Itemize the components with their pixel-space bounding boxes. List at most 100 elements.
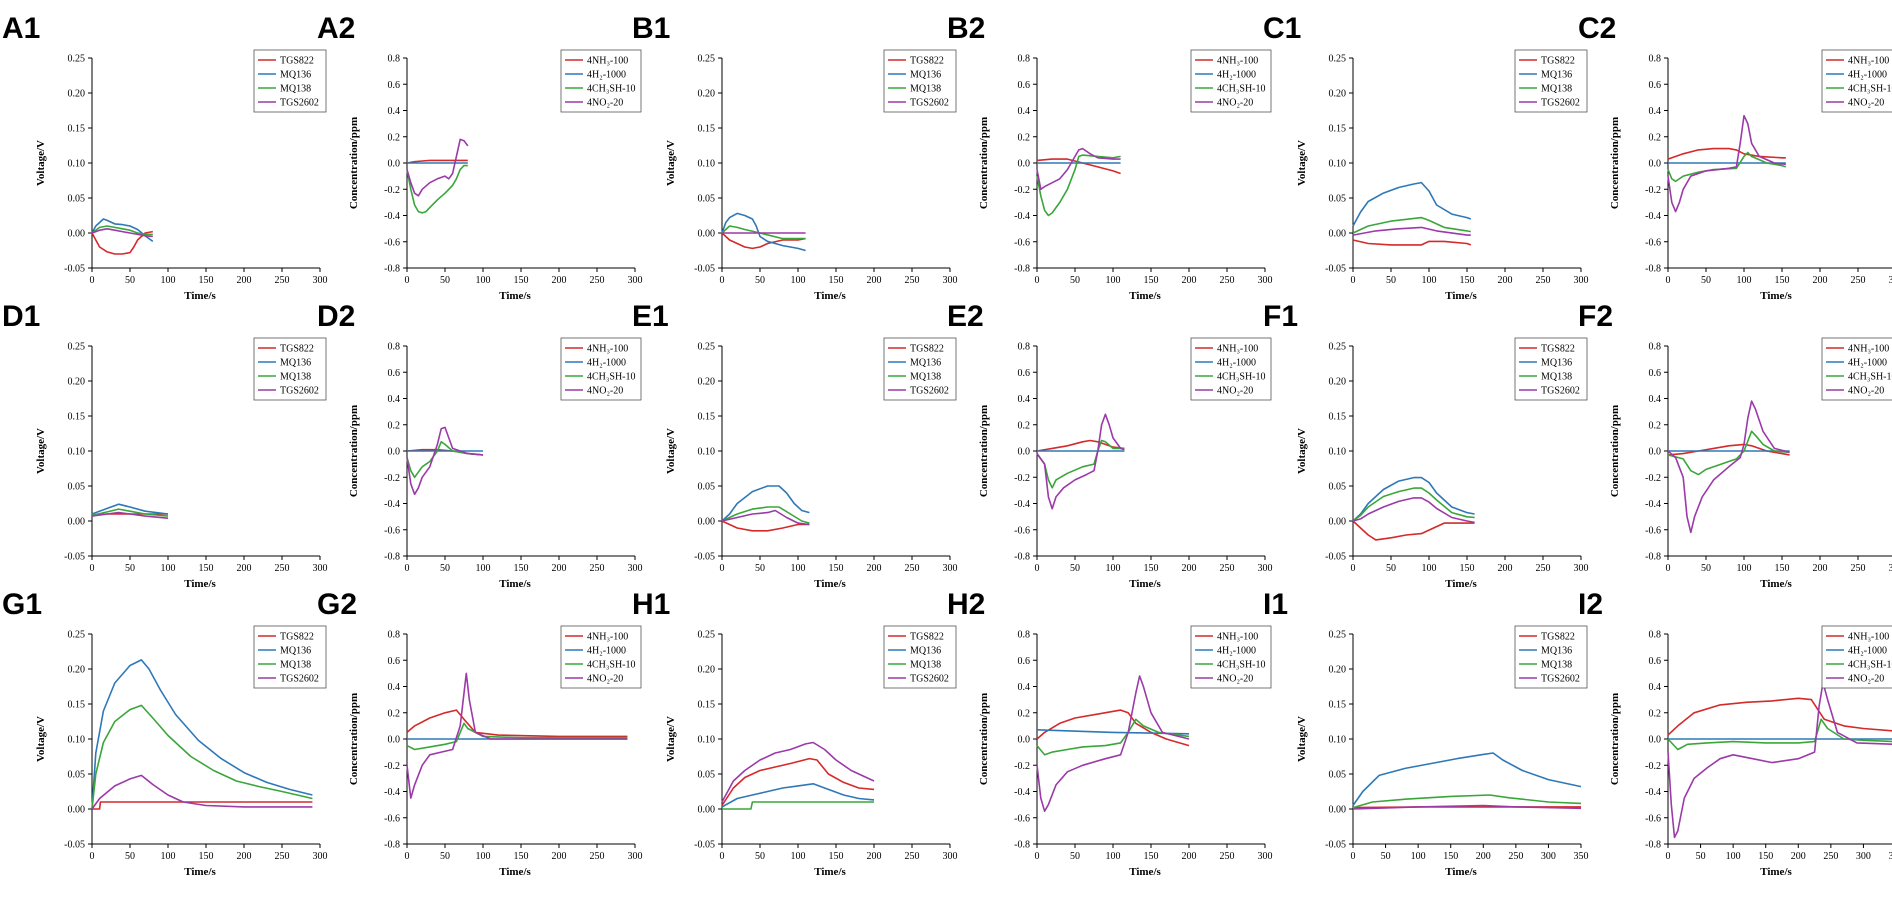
x-tick-label: 300	[1889, 275, 1892, 286]
panel-label: E2	[947, 300, 984, 333]
legend-label: 4NH₃-100	[587, 56, 628, 67]
panel-C1: C1 0 50 100 150 200 250 300 -0.05 0.00 0.05 0.10 0.1…	[1263, 12, 1589, 302]
x-tick-label: 50	[440, 563, 450, 574]
legend-label: MQ138	[1541, 84, 1572, 95]
y-tick-label: 0.15	[698, 412, 716, 423]
series-line-red	[92, 801, 313, 810]
series-line-red	[1352, 520, 1475, 541]
y-tick-label: 0.0	[1018, 159, 1031, 170]
y-tick-label: 0.4	[1649, 682, 1662, 693]
y-tick-label: -0.2	[1014, 185, 1030, 196]
x-tick-label: 200	[237, 563, 252, 574]
y-tick-label: 0.20	[1329, 665, 1347, 676]
x-tick-label: 250	[1536, 563, 1551, 574]
x-tick-label: 150	[1460, 563, 1475, 574]
y-tick-label: 0.10	[1329, 159, 1347, 170]
series-line-purple	[406, 138, 469, 197]
x-tick-label: 200	[237, 275, 252, 286]
legend-label: MQ138	[280, 372, 311, 383]
y-tick-label: 0.2	[1649, 708, 1662, 719]
panel-label: B1	[632, 12, 670, 45]
x-tick-label: 150	[1775, 563, 1790, 574]
x-tick-label: 0	[1351, 851, 1356, 862]
x-tick-label: 300	[1258, 563, 1273, 574]
x-tick-label: 150	[199, 851, 214, 862]
legend-label: 4CH₃SH-10	[1217, 372, 1266, 383]
panel-label: C2	[1578, 12, 1616, 45]
x-tick-label: 250	[905, 851, 920, 862]
series-line-red	[721, 520, 810, 532]
y-tick-label: -0.2	[1014, 761, 1030, 772]
x-axis-title: Time/s	[1760, 866, 1792, 878]
x-tick-label: 200	[1498, 563, 1513, 574]
y-tick-label: -0.05	[64, 264, 85, 275]
y-tick-label: -0.6	[1645, 813, 1661, 824]
x-tick-label: 150	[199, 275, 214, 286]
y-tick-label: -0.2	[1014, 473, 1030, 484]
x-axis-title: Time/s	[1760, 578, 1792, 590]
legend-label: MQ136	[1541, 70, 1572, 81]
series-line-purple	[91, 511, 169, 519]
panel-label: I2	[1578, 588, 1603, 621]
series-line-red	[91, 230, 153, 255]
series-line-green	[406, 722, 628, 751]
x-tick-label: 0	[90, 851, 95, 862]
legend-label: 4CH₃SH-10	[587, 660, 636, 671]
legend-label: MQ138	[910, 84, 941, 95]
y-tick-label: -0.8	[1645, 552, 1661, 563]
y-tick-label: 0.2	[1018, 132, 1031, 143]
x-tick-label: 250	[1851, 563, 1866, 574]
legend-label: MQ138	[910, 372, 941, 383]
x-tick-label: 300	[628, 563, 643, 574]
x-tick-label: 50	[1386, 275, 1396, 286]
x-tick-label: 100	[161, 851, 176, 862]
y-tick-label: 0.4	[1649, 394, 1662, 405]
legend-label: TGS2602	[910, 386, 949, 397]
y-tick-label: -0.4	[1014, 787, 1030, 798]
series-line-purple	[721, 509, 810, 526]
series-line-green	[722, 801, 874, 810]
x-tick-label: 50	[1701, 563, 1711, 574]
legend-label: MQ138	[1541, 660, 1572, 671]
legend-label: 4H₂-1000	[1848, 646, 1887, 657]
x-tick-label: 150	[1775, 275, 1790, 286]
y-tick-label: 0.2	[388, 708, 401, 719]
series-line-purple	[1352, 226, 1471, 236]
legend-label: MQ138	[280, 84, 311, 95]
x-tick-label: 0	[1035, 851, 1040, 862]
x-tick-label: 0	[1351, 563, 1356, 574]
x-tick-label: 150	[829, 275, 844, 286]
x-tick-label: 300	[628, 275, 643, 286]
x-tick-label: 100	[1737, 275, 1752, 286]
x-tick-label: 100	[1106, 275, 1121, 286]
x-axis-title: Time/s	[1129, 866, 1161, 878]
panel-A1: A1 0 50 100 150 200 250 300 -0.05 0.00 0.05 0.10 0.1…	[2, 12, 328, 302]
y-tick-label: 0.0	[1649, 735, 1662, 746]
legend-label: 4H₂-1000	[1848, 70, 1887, 81]
y-tick-label: 0.10	[1329, 735, 1347, 746]
series-line-red	[1036, 439, 1125, 452]
legend-label: MQ136	[910, 358, 941, 369]
x-axis-title: Time/s	[1760, 290, 1792, 302]
legend-label: 4NO₂-20	[1217, 386, 1253, 397]
x-tick-label: 300	[313, 563, 328, 574]
y-tick-label: -0.8	[1014, 840, 1030, 851]
panel-label: A1	[2, 12, 40, 45]
panel-H1: H1 0 50 100 150 200 250 300 -0.05 0.00 0.05 0.10 0.1…	[632, 588, 958, 878]
legend-label: 4H₂-1000	[587, 358, 626, 369]
legend-label: 4H₂-1000	[1848, 358, 1887, 369]
x-tick-label: 250	[590, 275, 605, 286]
x-tick-label: 350	[1574, 851, 1589, 862]
x-tick-label: 200	[1182, 851, 1197, 862]
x-tick-label: 300	[1889, 563, 1892, 574]
panel-D2: D2 0 50 100 150 200 250 300 -0.8 -0.6 -0.4 -0.2 0.0 0…	[317, 300, 643, 590]
y-axis-title: Voltage/V	[665, 140, 677, 186]
series-line-red	[1667, 697, 1892, 736]
x-tick-label: 200	[867, 563, 882, 574]
y-tick-label: 0.0	[1649, 159, 1662, 170]
x-tick-label: 200	[1182, 563, 1197, 574]
x-tick-label: 0	[1351, 275, 1356, 286]
legend-label: MQ136	[280, 70, 311, 81]
x-axis-title: Time/s	[499, 866, 531, 878]
y-tick-label: -0.8	[384, 840, 400, 851]
